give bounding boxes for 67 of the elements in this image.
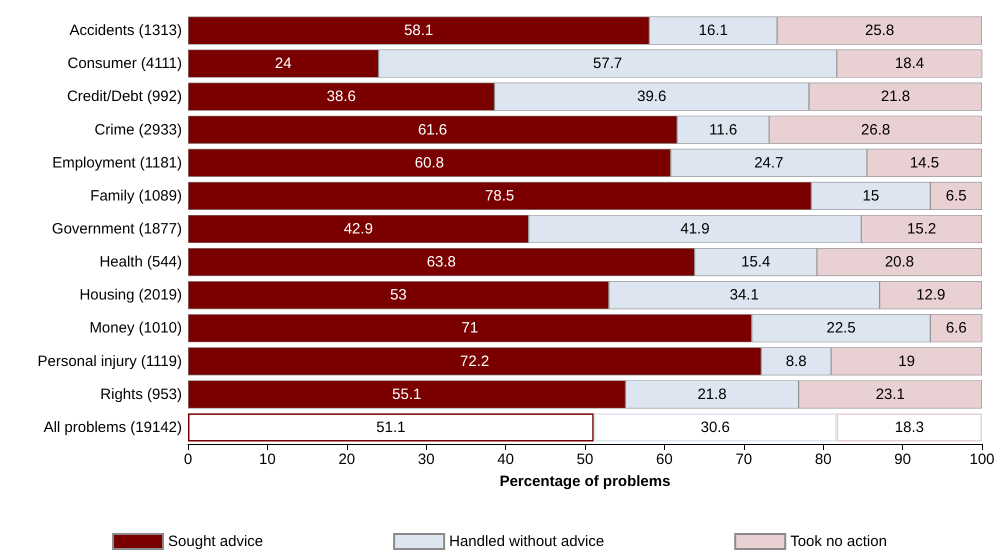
data-label: 63.8	[426, 254, 456, 271]
data-label: 26.8	[861, 121, 890, 138]
data-label: 39.6	[637, 88, 666, 106]
y-tick-label: Personal injury (1119)	[37, 352, 182, 370]
data-label: 22.5	[826, 320, 856, 337]
y-tick-label: All problems (19142)	[44, 418, 182, 436]
data-label: 60.8	[414, 154, 444, 172]
data-label: 6.5	[946, 187, 967, 204]
legend-label: Sought advice	[168, 533, 264, 550]
data-label: 6.6	[946, 320, 967, 337]
y-tick-label: Health (544)	[99, 254, 182, 271]
data-label: 15.2	[907, 220, 936, 238]
data-label: 38.6	[326, 88, 356, 106]
data-label: 8.8	[786, 352, 807, 370]
y-tick-label: Consumer (4111)	[68, 55, 182, 72]
data-label: 19	[898, 352, 915, 370]
x-tick-label: 60	[656, 451, 673, 468]
data-label: 15.4	[741, 254, 770, 271]
y-tick-label: Money (1010)	[89, 320, 182, 337]
data-label: 24	[274, 55, 292, 72]
y-tick-label: Government (1877)	[52, 220, 182, 238]
data-label: 71	[462, 320, 478, 337]
data-label: 51.1	[376, 418, 406, 436]
x-tick-label: 20	[338, 451, 356, 468]
y-tick-label: Rights (953)	[100, 386, 182, 403]
legend-label: Handled without advice	[449, 533, 604, 550]
x-tick-label: 50	[576, 451, 594, 468]
data-label: 24.7	[754, 154, 784, 172]
x-tick-label: 90	[894, 451, 911, 468]
x-tick-label: 80	[814, 451, 832, 468]
data-label: 16.1	[698, 22, 728, 40]
x-axis-title: Percentage of problems	[500, 473, 670, 490]
data-label: 20.8	[884, 254, 914, 271]
x-tick-label: 30	[418, 451, 435, 468]
data-label: 14.5	[910, 154, 940, 172]
data-label: 61.6	[418, 121, 448, 138]
data-label: 78.5	[485, 187, 514, 204]
y-tick-label: Housing (2019)	[79, 286, 182, 304]
y-tick-label: Employment (1181)	[52, 154, 182, 172]
x-tick-label: 0	[184, 451, 192, 468]
x-tick-label: 40	[497, 451, 514, 468]
data-label: 18.4	[894, 55, 924, 72]
data-label: 15	[862, 187, 880, 204]
x-tick-label: 10	[259, 451, 276, 468]
y-tick-label: Credit/Debt (992)	[66, 88, 182, 106]
data-label: 34.1	[730, 286, 759, 304]
x-tick-label: 100	[969, 451, 995, 468]
data-label: 21.8	[697, 386, 727, 403]
legend-label: Took no action	[790, 533, 887, 550]
data-label: 18.3	[894, 418, 924, 436]
data-label: 53	[390, 286, 407, 304]
data-label: 58.1	[404, 22, 434, 40]
data-label: 72.2	[460, 352, 490, 370]
y-tick-label: Accidents (1313)	[69, 22, 182, 40]
y-tick-label: Crime (2933)	[94, 121, 182, 138]
data-label: 11.6	[709, 121, 738, 138]
data-label: 57.7	[593, 55, 622, 72]
data-label: 12.9	[916, 286, 946, 304]
data-label: 41.9	[680, 220, 710, 238]
data-label: 30.6	[700, 418, 730, 436]
data-label: 21.8	[880, 88, 910, 106]
data-label: 42.9	[344, 220, 373, 238]
x-tick-label: 70	[735, 451, 752, 468]
y-tick-label: Family (1089)	[90, 187, 182, 204]
data-label: 25.8	[864, 22, 894, 40]
data-label: 55.1	[392, 386, 422, 403]
data-label: 23.1	[876, 386, 905, 403]
